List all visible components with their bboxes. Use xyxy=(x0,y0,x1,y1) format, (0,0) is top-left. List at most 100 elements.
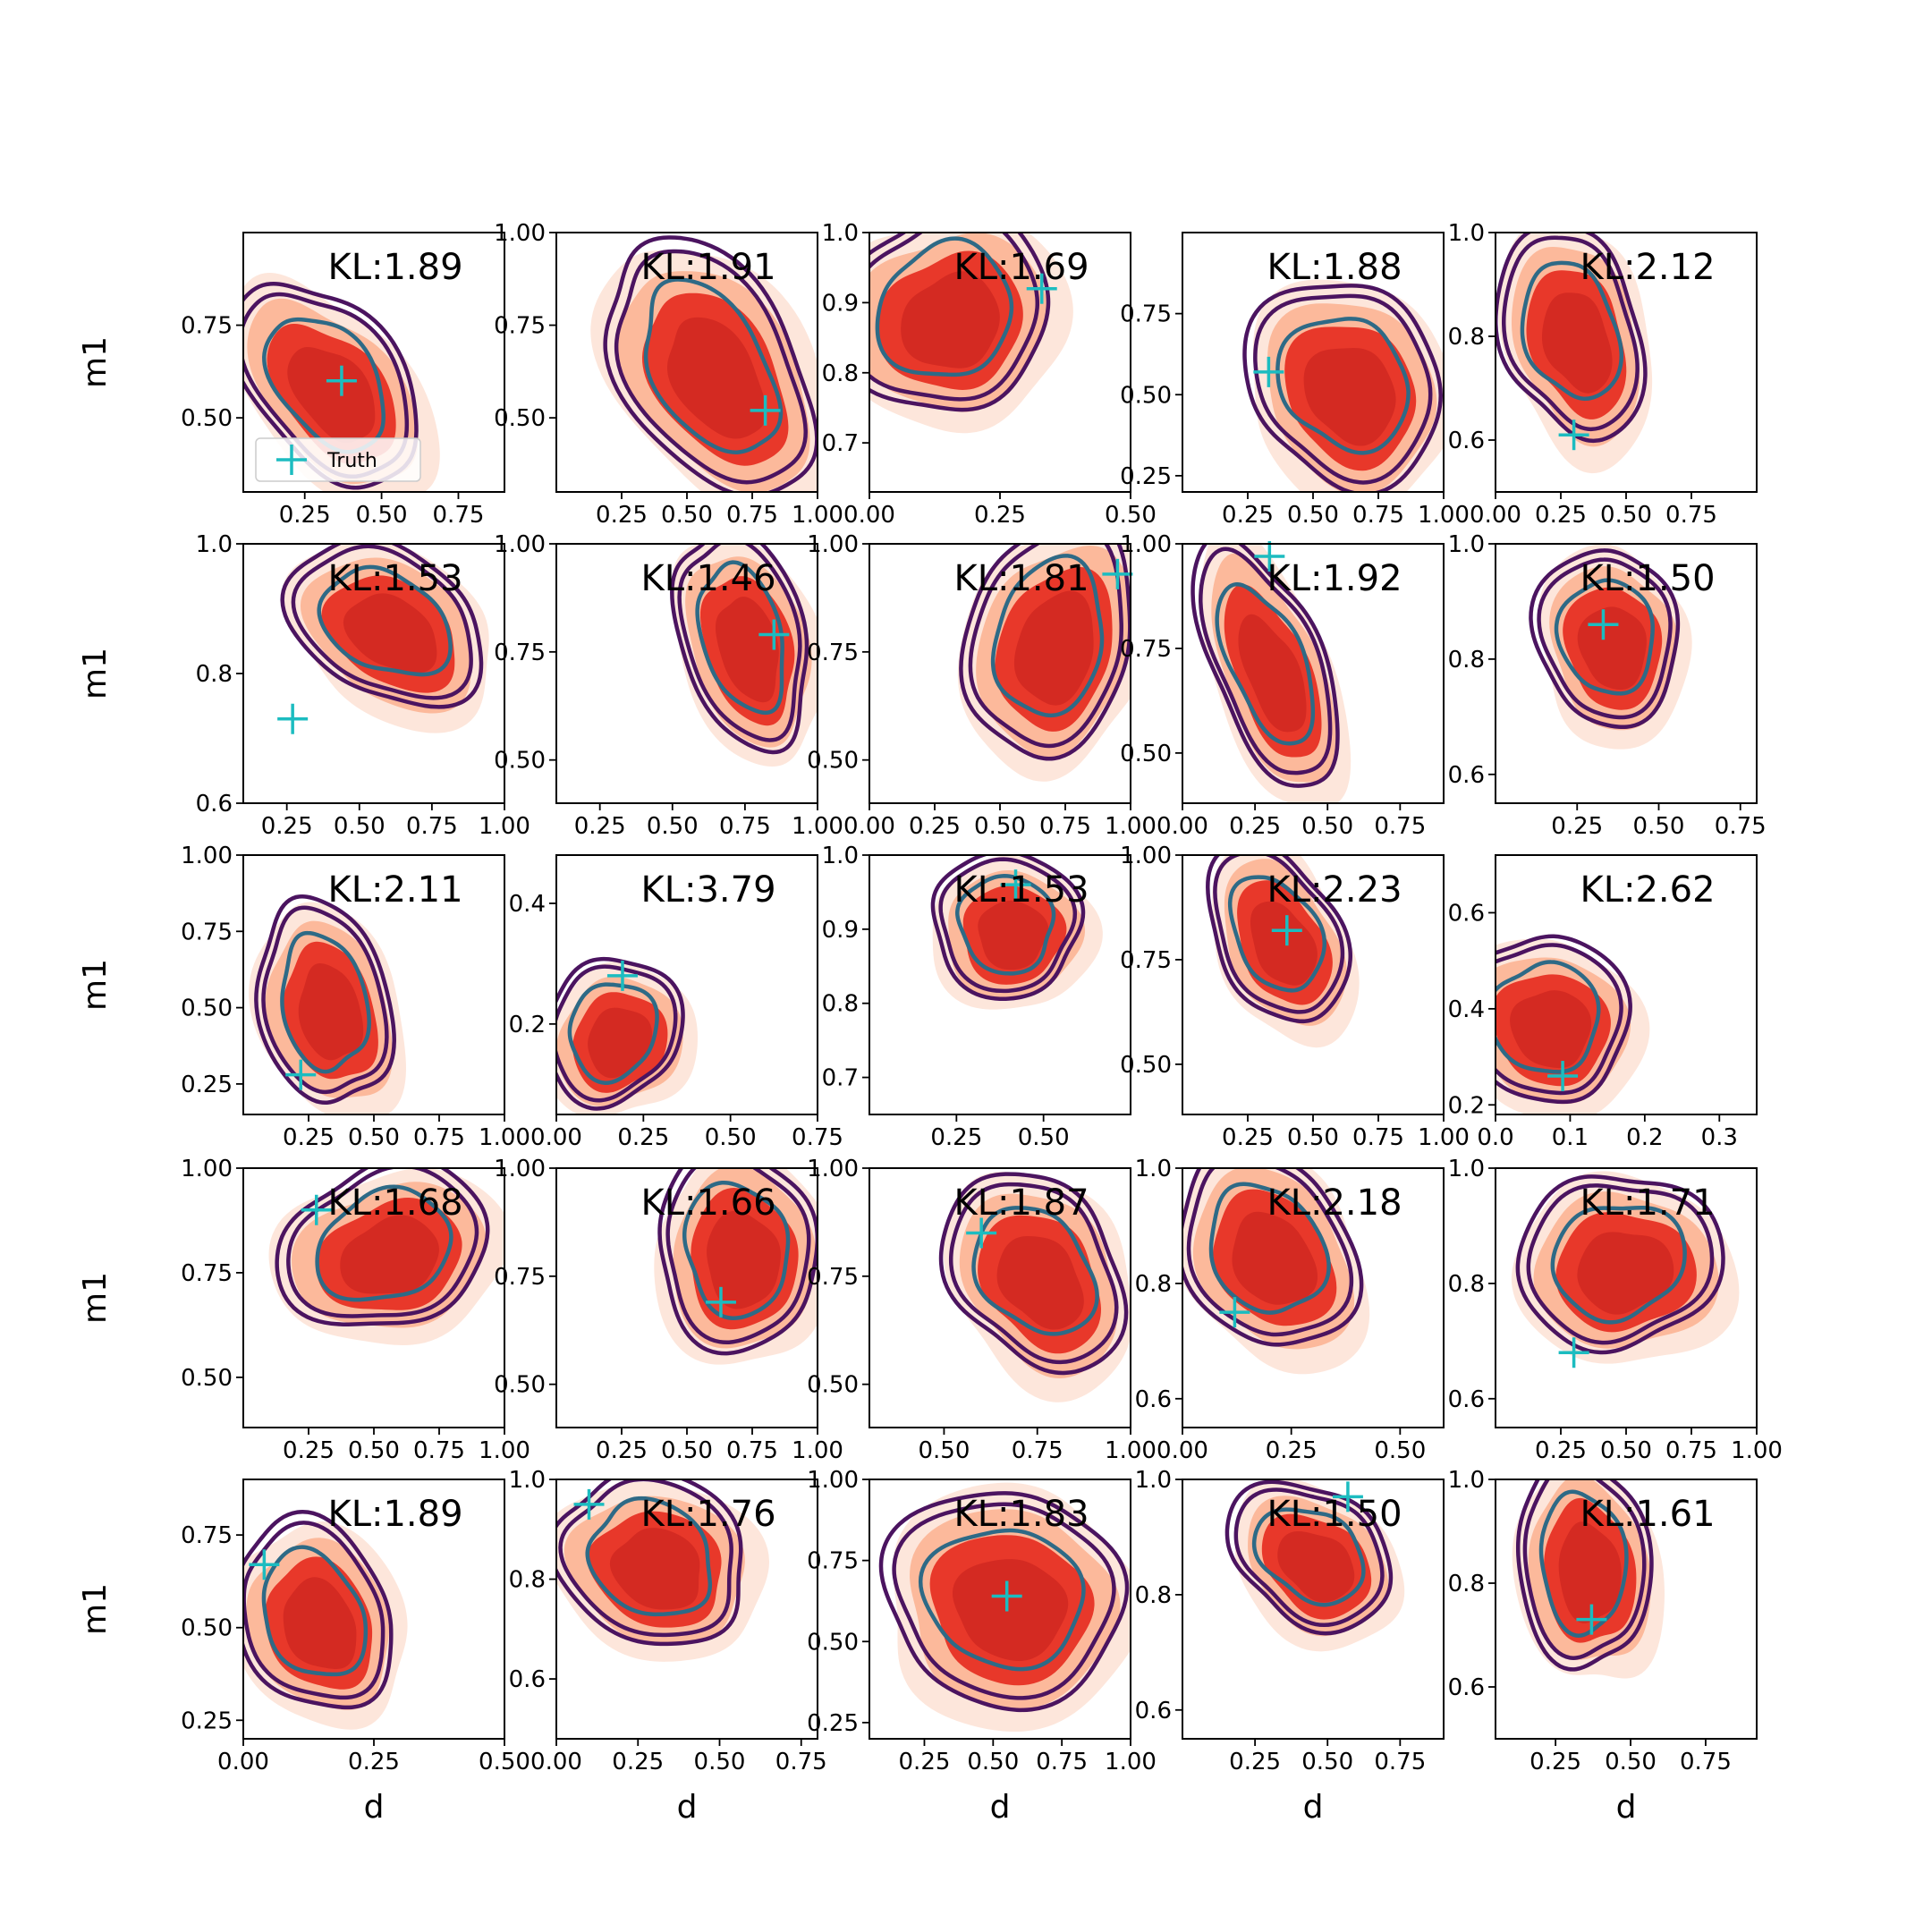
kl-annotation: KL:1.69 xyxy=(953,247,1089,288)
panel-20: 0.25 0.50 0.75 1.00 0.6 0.8 1.0 KL:1.71 xyxy=(1448,1156,1783,1464)
contour-inner xyxy=(317,564,453,677)
truth-marker xyxy=(326,365,357,396)
contour-middle xyxy=(1253,293,1433,485)
x-tick-label: 0.75 xyxy=(726,1437,778,1464)
truth-marker xyxy=(1000,869,1031,901)
y-tick-label: 0.50 xyxy=(807,1629,859,1656)
contour-outer xyxy=(556,1479,743,1647)
contour-middle xyxy=(243,292,410,479)
y-tick-label: 0.75 xyxy=(807,1548,859,1575)
density-fill-level-4 xyxy=(707,1210,781,1309)
contour-inner xyxy=(261,1545,369,1677)
x-tick-label: 0.25 xyxy=(899,1749,951,1775)
y-tick-label: 0.50 xyxy=(181,996,233,1022)
truth-marker xyxy=(1576,1604,1607,1635)
x-tick-label: 0.25 xyxy=(1530,1749,1581,1775)
kl-annotation: KL:2.11 xyxy=(327,869,462,911)
y-tick-label: 0.75 xyxy=(1120,636,1172,663)
x-tick-label: 1.00 xyxy=(479,1437,530,1464)
y-tick-label: 1.0 xyxy=(822,843,859,869)
y-axis-label: m1 xyxy=(77,959,114,1011)
contour-outer xyxy=(959,544,1131,761)
x-tick-label: 0.50 xyxy=(479,1749,530,1775)
density-contours xyxy=(1529,544,1692,750)
kl-annotation: KL:1.92 xyxy=(1267,558,1402,599)
density-contours xyxy=(590,235,818,492)
x-tick-label: 1.00 xyxy=(1105,1437,1157,1464)
contour-inner xyxy=(1520,260,1624,402)
density-fill-level-4 xyxy=(1510,990,1592,1069)
contour-middle xyxy=(892,1502,1116,1700)
truth-marker xyxy=(285,1059,317,1090)
panel-15: 0.0 0.1 0.2 0.3 0.2 0.4 0.6 KL:2.62 xyxy=(1448,854,1758,1151)
x-tick-label: 0.00 xyxy=(217,1749,269,1775)
x-tick-label: 0.50 xyxy=(1600,1437,1652,1464)
panel-9: 0.00 0.25 0.50 0.75 0.50 0.75 1.00 KL:1.92 xyxy=(1120,531,1445,840)
y-tick-label: 0.50 xyxy=(494,748,546,775)
x-tick-label: 0.50 xyxy=(661,502,713,529)
axes-frame xyxy=(555,1479,818,1740)
panel-5: 0.00 0.25 0.50 0.75 0.6 0.8 1.0 KL:2.12 xyxy=(1448,220,1758,529)
truth-marker xyxy=(606,960,638,991)
y-tick-label: 0.50 xyxy=(1120,1052,1172,1079)
x-tick-label: 0.75 xyxy=(1374,1749,1426,1775)
contour-inner xyxy=(567,982,659,1085)
contour-outer xyxy=(275,1168,490,1326)
contour-outer xyxy=(1496,233,1648,444)
y-tick-label: 0.6 xyxy=(1448,1386,1485,1413)
y-tick-label: 1.00 xyxy=(181,1156,233,1182)
contour-middle xyxy=(291,544,473,700)
density-contours xyxy=(670,544,818,767)
x-tick-label: 0.75 xyxy=(413,1124,465,1151)
y-tick-label: 1.00 xyxy=(807,1467,859,1494)
x-tick-label: 0.25 xyxy=(348,1749,400,1775)
panel-22: 0.00 0.25 0.50 0.75 0.6 0.8 1.0 KL:1.76 d xyxy=(509,1467,827,1826)
kl-annotation: KL:1.71 xyxy=(1580,1182,1715,1224)
y-tick-label: 0.75 xyxy=(494,1264,546,1291)
y-tick-label: 0.6 xyxy=(509,1666,546,1693)
kl-annotation: KL:2.12 xyxy=(1580,247,1715,288)
x-tick-label: 0.75 xyxy=(1352,1124,1404,1151)
legend: Truth xyxy=(255,437,421,482)
x-axis-label: d xyxy=(990,1789,1011,1826)
density-contours xyxy=(1512,1479,1665,1679)
x-tick-label: 0.00 xyxy=(1157,813,1208,840)
y-tick-label: 0.75 xyxy=(494,640,546,666)
density-fill-level-4 xyxy=(952,1559,1069,1661)
y-tick-label: 0.75 xyxy=(494,313,546,340)
x-tick-label: 0.50 xyxy=(348,1124,400,1151)
x-tick-label: 0.75 xyxy=(1036,1749,1088,1775)
y-tick-label: 0.50 xyxy=(181,405,233,432)
density-contours xyxy=(280,544,489,733)
x-tick-label: 0.00 xyxy=(1470,502,1521,529)
x-axis-label: d xyxy=(1616,1789,1637,1826)
axes-frame xyxy=(1182,1167,1445,1428)
x-tick-label: 0.75 xyxy=(1715,813,1767,840)
kl-annotation: KL:1.53 xyxy=(953,869,1089,911)
y-tick-label: 0.6 xyxy=(1448,900,1485,927)
contour-inner xyxy=(1215,581,1316,746)
contour-outer xyxy=(869,233,1051,412)
y-tick-label: 0.50 xyxy=(494,405,546,432)
density-contours xyxy=(1224,1479,1405,1652)
contour-middle xyxy=(556,964,678,1103)
x-tick-label: 0.00 xyxy=(1157,1437,1208,1464)
panel-18: 0.50 0.75 1.00 0.50 0.75 1.00 KL:1.87 xyxy=(807,1156,1157,1464)
y-tick-label: 0.50 xyxy=(807,748,859,775)
kl-annotation: KL:1.81 xyxy=(953,558,1089,599)
x-tick-label: 0.25 xyxy=(1535,502,1587,529)
y-tick-label: 0.4 xyxy=(509,891,546,918)
density-fill-level-4 xyxy=(298,963,364,1061)
axes-frame xyxy=(1495,854,1758,1115)
kl-annotation: KL:1.76 xyxy=(640,1494,775,1535)
contour-middle xyxy=(869,233,1040,402)
density-contours xyxy=(1242,279,1444,492)
density-contours xyxy=(1182,1168,1370,1375)
contour-middle xyxy=(677,544,802,742)
truth-marker xyxy=(277,703,309,734)
x-tick-label: 0.50 xyxy=(1287,502,1339,529)
density-fill-level-4 xyxy=(1013,590,1094,706)
x-tick-label: 0.1 xyxy=(1552,1124,1589,1151)
truth-marker xyxy=(966,1217,997,1249)
x-tick-label: 0.25 xyxy=(930,1124,982,1151)
